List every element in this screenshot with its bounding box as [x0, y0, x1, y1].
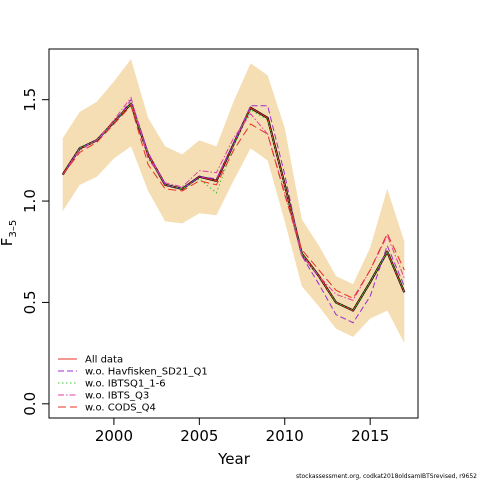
legend-label-2: w.o. IBTSQ1_1-6 [85, 379, 166, 390]
legend-label-0: All data [85, 355, 123, 366]
y-axis-title-subscript: 3–5 [8, 220, 19, 238]
series-line-2 [62, 102, 405, 312]
footer-source: stockassessment.org, codkat2018oldsamIBT… [296, 473, 477, 480]
legend-label-4: w.o. CODS_Q4 [85, 403, 156, 414]
series-line-4 [62, 104, 405, 300]
svg-text:F3–5: F3–5 [0, 220, 19, 246]
x-tick-label-2005: 2005 [180, 427, 218, 445]
confidence-band-layer [62, 59, 405, 343]
series-line-3 [62, 96, 405, 302]
x-tick-label-2015: 2015 [351, 427, 389, 445]
y-axis-title: F3–5 [0, 220, 19, 246]
y-tick-label-1: 0.5 [21, 291, 39, 315]
y-tick-label-2: 1.0 [21, 189, 39, 213]
x-tick-label-2000: 2000 [95, 427, 133, 445]
y-tick-label-3: 1.5 [21, 88, 39, 112]
x-tick-label-2010: 2010 [266, 427, 304, 445]
legend-label-1: w.o. Havfisken_SD21_Q1 [85, 367, 208, 378]
x-axis: 2000 2005 2010 2015 [95, 417, 389, 445]
y-axis: 0.0 0.5 1.0 1.5 [21, 88, 50, 416]
series-line-1 [62, 98, 405, 324]
legend-label-3: w.o. IBTS_Q3 [85, 391, 149, 402]
series-lines-layer [61, 96, 406, 324]
y-tick-label-0: 0.0 [21, 392, 39, 416]
x-axis-title: Year [217, 450, 251, 468]
y-axis-title-main: F [0, 238, 16, 247]
confidence-band [62, 59, 405, 343]
